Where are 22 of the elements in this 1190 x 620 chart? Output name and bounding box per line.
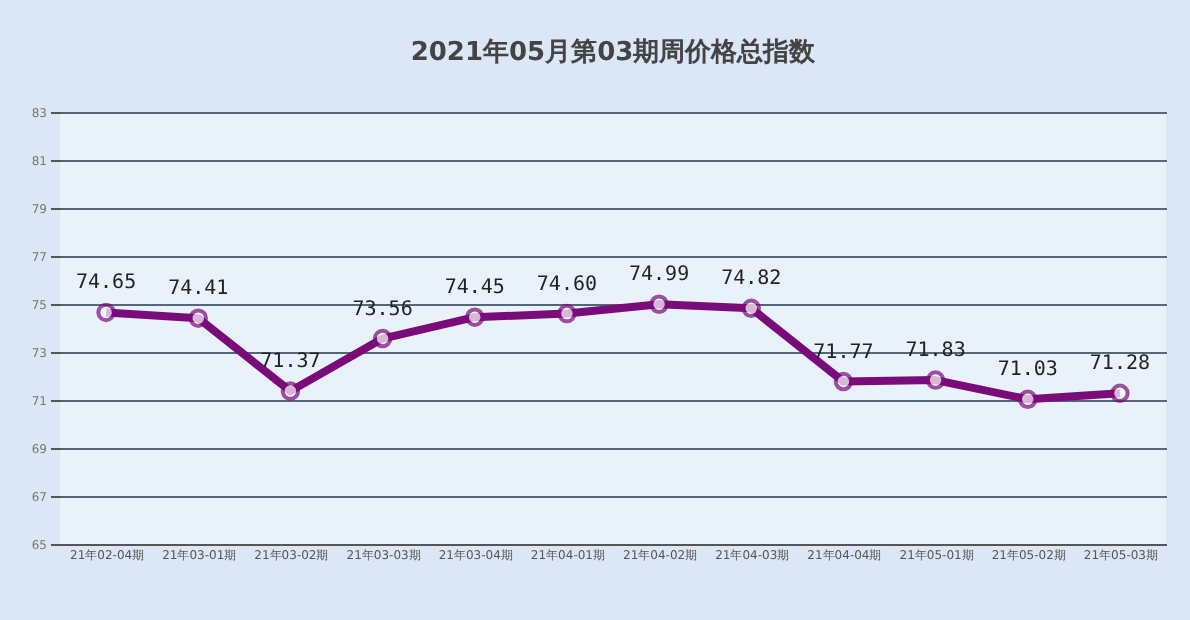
point	[557, 303, 577, 324]
point	[372, 328, 393, 349]
point	[1018, 389, 1038, 410]
point	[741, 298, 761, 319]
text: 71.28	[1089, 353, 1151, 376]
point	[1110, 383, 1130, 404]
text: 74.65	[75, 272, 137, 295]
point	[925, 370, 946, 390]
text: 74.45	[444, 277, 505, 300]
text: 74.41	[168, 278, 229, 301]
text: 71.37	[260, 351, 321, 374]
point	[96, 302, 116, 323]
text: 71.03	[997, 359, 1058, 382]
text: 74.82	[721, 268, 782, 291]
point	[465, 307, 485, 327]
text: 74.60	[536, 273, 598, 296]
point	[280, 381, 301, 401]
point	[188, 308, 208, 328]
text: 74.99	[628, 264, 690, 287]
point	[649, 294, 669, 314]
point	[833, 371, 854, 392]
chart-title: 2021年05月第03期周价格总指数	[410, 36, 818, 68]
